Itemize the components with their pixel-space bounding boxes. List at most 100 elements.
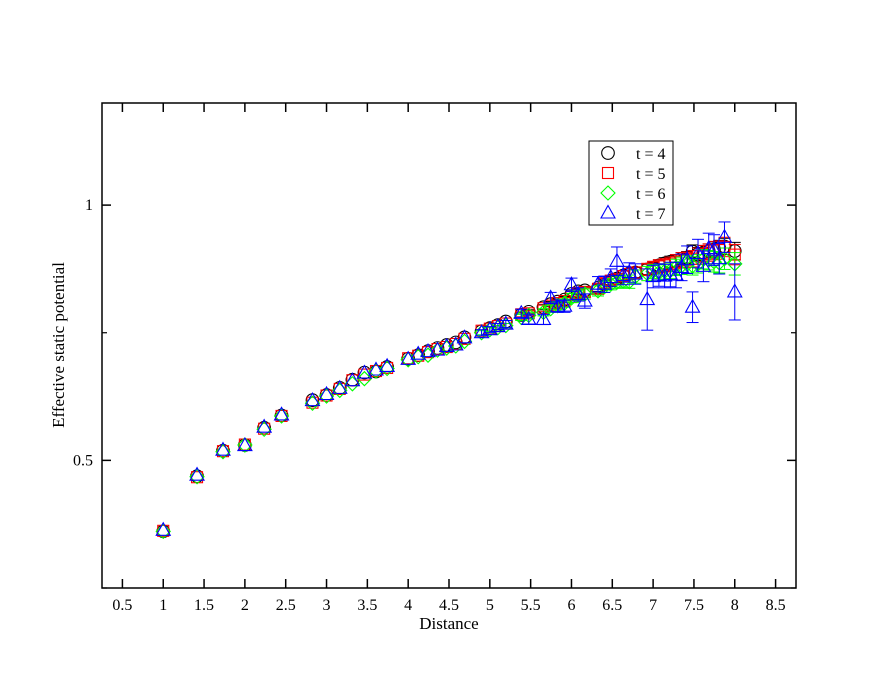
legend-label: t = 4 xyxy=(636,146,665,163)
x-tick-label: 7 xyxy=(649,597,657,614)
data-point xyxy=(684,298,701,313)
data-point xyxy=(535,310,552,326)
data-point xyxy=(438,337,455,353)
y-tick-label: 1 xyxy=(85,197,93,214)
data-point xyxy=(706,241,722,256)
data-point xyxy=(576,292,593,307)
data-point xyxy=(609,252,625,267)
legend-label: t = 5 xyxy=(636,166,665,183)
x-tick-label: 8 xyxy=(731,597,739,614)
data-point xyxy=(458,332,471,345)
data-point xyxy=(189,468,205,485)
data-point xyxy=(273,406,290,421)
data-point xyxy=(615,266,632,282)
data-point xyxy=(356,370,373,387)
data-point xyxy=(420,343,436,358)
legend-symbol xyxy=(600,204,616,219)
data-point xyxy=(155,521,172,536)
data-point xyxy=(542,300,559,317)
data-point xyxy=(273,408,290,424)
x-tick-label: 6.5 xyxy=(602,597,622,614)
data-point xyxy=(473,324,490,341)
data-point xyxy=(497,315,514,330)
data-point xyxy=(726,283,743,298)
data-point xyxy=(695,257,712,272)
data-point xyxy=(482,321,498,338)
x-tick-label: 3 xyxy=(323,597,331,614)
data-point xyxy=(304,392,321,407)
x-tick-label: 7.5 xyxy=(684,597,704,614)
data-point xyxy=(275,409,288,423)
data-point xyxy=(570,287,587,304)
data-point xyxy=(155,523,172,540)
series-diamond xyxy=(155,247,743,540)
data-point xyxy=(421,346,435,359)
data-point xyxy=(602,276,619,293)
data-point xyxy=(410,345,427,360)
x-axis-title: Distance xyxy=(419,614,478,633)
series-triangle xyxy=(155,221,743,536)
data-point xyxy=(542,289,559,304)
data-point xyxy=(216,445,230,458)
data-point xyxy=(237,437,253,453)
legend-symbol xyxy=(601,166,615,180)
data-markers xyxy=(155,221,743,540)
data-point xyxy=(656,267,673,282)
x-tick-label: 8.5 xyxy=(766,597,786,614)
x-tick-label: 1 xyxy=(159,597,167,614)
data-point xyxy=(590,283,606,299)
data-point xyxy=(318,385,335,401)
x-tick-label: 2 xyxy=(241,597,249,614)
x-tick-label: 5.5 xyxy=(521,597,541,614)
data-point xyxy=(215,443,231,460)
y-tick-label: 0.5 xyxy=(73,452,93,469)
axis-ticks: 0.5 1 1.5 2 2.5 3 3.5 4 4.5 5 5.5 6 6.5 7 7.5 8 8.5 0.5 1 xyxy=(73,103,796,614)
y-axis-title: Effective static potential xyxy=(49,262,68,428)
data-point xyxy=(344,372,361,387)
legend-label: t = 7 xyxy=(636,206,665,223)
data-point xyxy=(447,336,464,351)
data-point xyxy=(609,274,625,290)
data-point xyxy=(602,268,619,284)
x-tick-label: 2.5 xyxy=(276,597,296,614)
data-point xyxy=(189,466,205,481)
x-tick-label: 4 xyxy=(404,597,412,614)
data-point xyxy=(673,258,690,273)
data-point xyxy=(379,357,396,372)
data-point xyxy=(563,276,580,291)
data-point xyxy=(456,329,473,344)
x-tick-label: 4.5 xyxy=(439,597,459,614)
data-point xyxy=(668,266,684,281)
data-point xyxy=(215,441,231,456)
data-point xyxy=(345,372,360,387)
data-point xyxy=(700,239,717,255)
data-point xyxy=(481,321,498,336)
data-point xyxy=(256,418,273,433)
data-point xyxy=(650,266,667,281)
data-point xyxy=(490,319,506,336)
x-tick-label: 5 xyxy=(486,597,494,614)
data-point xyxy=(236,436,253,452)
data-point xyxy=(563,290,580,306)
x-tick-label: 0.5 xyxy=(112,597,132,614)
x-tick-label: 1.5 xyxy=(194,597,214,614)
legend-box xyxy=(588,140,674,226)
data-point xyxy=(157,524,170,537)
data-point xyxy=(716,250,733,267)
data-point xyxy=(711,250,728,265)
data-point xyxy=(645,267,662,283)
data-point xyxy=(320,389,333,402)
data-point xyxy=(570,285,587,300)
legend-label: t = 6 xyxy=(636,186,665,203)
legend-symbol xyxy=(601,146,615,160)
data-point xyxy=(368,361,384,376)
data-point xyxy=(639,290,656,306)
x-tick-label: 3.5 xyxy=(357,597,377,614)
data-point xyxy=(400,352,416,368)
data-point xyxy=(690,244,706,260)
data-point xyxy=(318,388,335,404)
legend: t = 4 t = 5 t = 6 t = 7 xyxy=(588,140,674,226)
data-point xyxy=(716,228,733,243)
x-tick-label: 6 xyxy=(567,597,575,614)
